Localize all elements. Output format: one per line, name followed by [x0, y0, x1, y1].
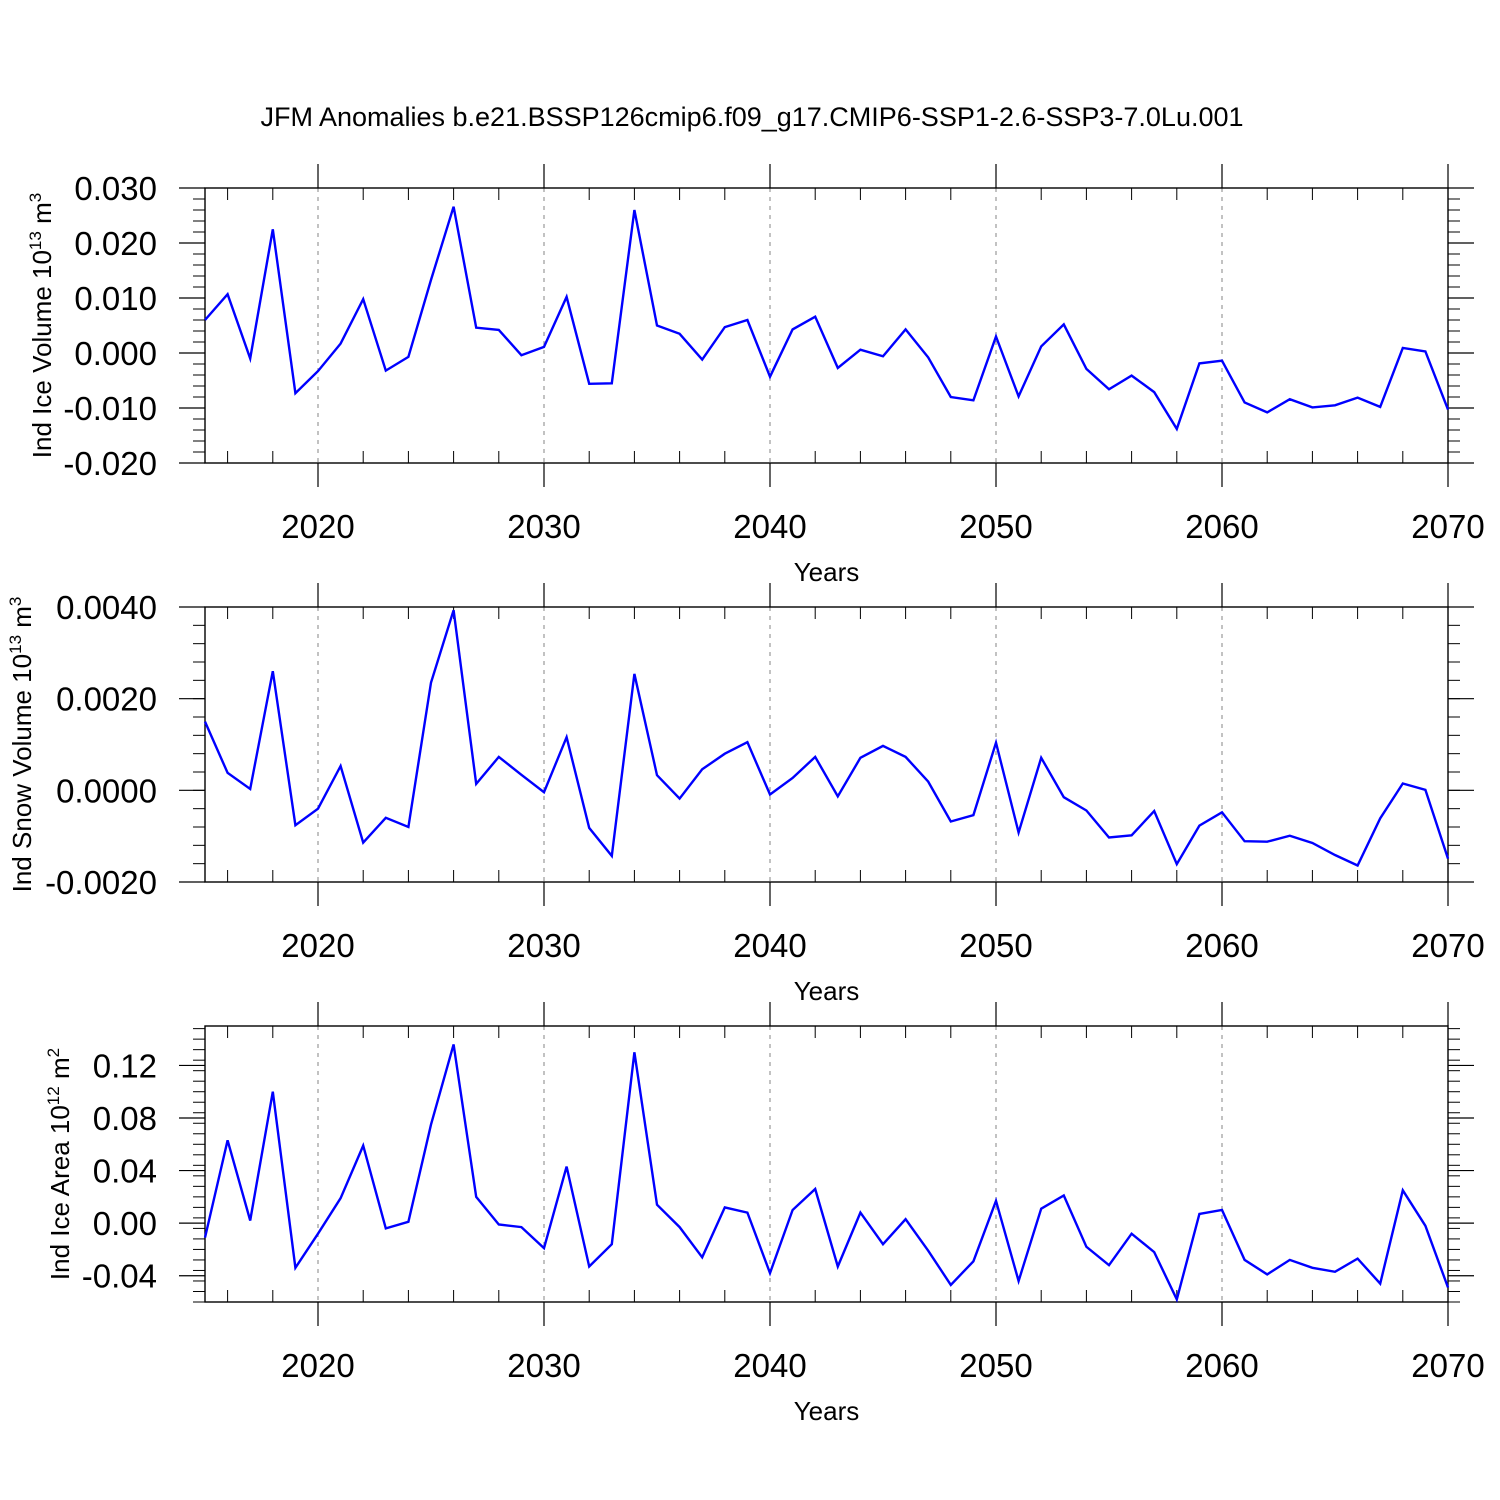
x-tick-label: 2030 [507, 508, 580, 545]
y-tick-label: 0.0040 [56, 589, 157, 626]
y-title-main: Ind Ice Volume 10 [27, 250, 57, 458]
y-tick-label: 0.00 [93, 1205, 157, 1242]
y-tick-label: 0.0020 [56, 681, 157, 718]
x-tick-label: 2020 [281, 927, 354, 964]
x-tick-label: 2050 [959, 927, 1032, 964]
x-tick-label: 2030 [507, 927, 580, 964]
y-title-unit: m [7, 606, 37, 635]
y-tick-label: -0.010 [63, 390, 157, 427]
x-tick-label: 2020 [281, 508, 354, 545]
series-line [204, 206, 1450, 432]
y-tick-label: -0.04 [82, 1258, 157, 1295]
panel-2: -0.0020 0.0000 0.0020 0.0040 2020 2030 2040 205… [6, 583, 1485, 1006]
chart-title: JFM Anomalies b.e21.BSSP126cmip6.f09_g17… [260, 102, 1243, 132]
y-title-exponent: 12 [44, 1086, 63, 1105]
y-axis-title: Ind Snow Volume 1013 m3 [6, 597, 37, 893]
x-tick-label: 2050 [959, 1347, 1032, 1384]
y-tick-label: 0.020 [74, 225, 157, 262]
series-line [203, 1044, 1450, 1303]
x-tick-label: 2020 [281, 1347, 354, 1384]
y-tick-label: -0.0020 [45, 864, 157, 901]
y-tick-label: 0.12 [93, 1047, 157, 1084]
y-title-main: Ind Snow Volume 10 [7, 654, 37, 893]
x-axis-title: Years [794, 1396, 860, 1426]
x-axis-title: Years [794, 557, 860, 587]
x-tick-label: 2050 [959, 508, 1032, 545]
plot-frame [204, 1025, 1449, 1303]
x-tick-label: 2040 [733, 508, 806, 545]
y-tick-label: 0.030 [74, 170, 157, 207]
y-tick-label: 0.0000 [56, 772, 157, 809]
y-title-unit: m [45, 1057, 75, 1086]
x-tick-label: 2040 [733, 1347, 806, 1384]
y-axis-title: Ind Ice Volume 1013 m3 [26, 193, 57, 458]
x-tick-label: 2030 [507, 1347, 580, 1384]
series-line [203, 609, 1450, 868]
y-title-exponent: 13 [26, 231, 45, 250]
x-tick-label: 2070 [1411, 508, 1484, 545]
y-title-exponent: 13 [6, 635, 25, 654]
plot-frame [204, 606, 1449, 883]
y-title-unit-exponent: 2 [44, 1048, 63, 1057]
x-tick-label: 2040 [733, 927, 806, 964]
plot-frame [204, 187, 1449, 464]
y-tick-label: 0.010 [74, 280, 157, 317]
y-title-unit-exponent: 3 [26, 193, 45, 202]
y-tick-label: -0.020 [63, 445, 157, 482]
panels: -0.020 -0.010 0.000 0.010 0.020 0.030 2020 2030… [6, 164, 1485, 1426]
y-axis-title: Ind Ice Area 1012 m2 [44, 1048, 75, 1280]
y-tick-label: 0.000 [74, 335, 157, 372]
x-tick-label: 2060 [1185, 508, 1258, 545]
panel-1: -0.020 -0.010 0.000 0.010 0.020 0.030 2020 2030… [26, 164, 1485, 587]
x-axis-title: Years [794, 976, 860, 1006]
y-tick-label: 0.04 [93, 1153, 157, 1190]
x-tick-label: 2070 [1411, 1347, 1484, 1384]
y-title-main: Ind Ice Area 10 [45, 1105, 75, 1280]
panel-3: -0.04 0.00 0.04 0.08 0.12 2020 2030 2040 2050 206… [44, 1002, 1485, 1426]
x-tick-label: 2060 [1185, 1347, 1258, 1384]
y-tick-label: 0.08 [93, 1100, 157, 1137]
x-tick-label: 2060 [1185, 927, 1258, 964]
x-tick-label: 2070 [1411, 927, 1484, 964]
y-title-unit-exponent: 3 [6, 597, 25, 606]
y-title-unit: m [27, 202, 57, 231]
